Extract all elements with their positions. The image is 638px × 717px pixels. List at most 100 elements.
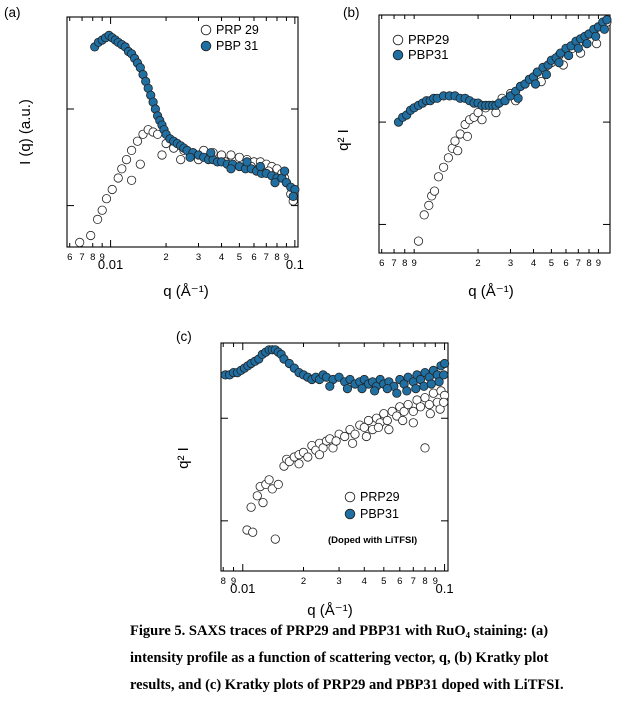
data-point-open — [439, 397, 449, 407]
legend-label: PBP31 — [408, 47, 448, 62]
data-point-open — [398, 415, 408, 426]
data-point-open — [399, 406, 409, 416]
data-point-filled — [279, 166, 290, 176]
x-tick-label: 8 — [586, 258, 591, 269]
x-tick-label: 2 — [163, 252, 168, 263]
x-tick-label: 8 — [221, 576, 226, 587]
data-point-open — [450, 136, 460, 146]
data-point-open — [453, 146, 463, 156]
y-axis-label: q² I — [335, 129, 352, 151]
data-point-filled — [325, 381, 335, 391]
data-point-open — [258, 497, 268, 508]
x-tick-label: 6 — [379, 258, 384, 269]
data-point-open — [113, 173, 123, 183]
data-point-open — [350, 429, 360, 439]
caption-line-2: intensity profile as a function of scatt… — [130, 650, 549, 666]
data-point-open — [294, 459, 304, 469]
x-tick-label: 8 — [422, 576, 427, 587]
data-point-open — [373, 422, 383, 432]
data-point-open — [363, 415, 374, 426]
data-point-open — [359, 422, 369, 432]
plot-frame — [66, 16, 299, 248]
data-point-open — [438, 162, 449, 172]
data-point-open — [340, 431, 350, 442]
x-tick-label: 9 — [596, 258, 601, 269]
x-tick-label: 8 — [402, 258, 407, 269]
legend-label: PBP31 — [360, 507, 399, 521]
data-point-open — [424, 200, 434, 210]
x-tick-label: 6 — [563, 258, 568, 269]
x-tick-label: 6 — [397, 576, 402, 587]
data-point-open — [157, 150, 167, 160]
data-point-open — [117, 164, 127, 174]
data-point-open — [403, 399, 413, 410]
x-tick-label: 3 — [336, 576, 341, 587]
data-point-filled — [411, 383, 421, 394]
legend-label: PBP 31 — [216, 39, 258, 53]
data-point-filled — [426, 379, 436, 389]
x-tick-label: 4 — [219, 252, 224, 263]
data-point-open — [384, 424, 394, 435]
x-tick-label: 8 — [90, 252, 95, 263]
x-tick-label: 3 — [196, 252, 201, 263]
x-tick-label: 7 — [576, 258, 581, 269]
data-point-filled — [270, 178, 280, 188]
data-point-filled — [439, 370, 449, 380]
data-point-filled — [382, 383, 392, 394]
data-point-filled — [602, 15, 612, 25]
data-point-filled — [357, 383, 367, 394]
x-tick-label: 9 — [284, 252, 289, 263]
data-point-open — [382, 415, 392, 426]
data-point-open — [415, 402, 426, 412]
legend-marker — [344, 491, 356, 503]
data-point-open — [419, 210, 429, 220]
data-point-filled — [288, 191, 298, 201]
data-point-open — [75, 237, 85, 247]
y-axis-label: q² I — [175, 447, 192, 469]
x-tick-label: 0.1 — [436, 581, 454, 596]
x-tick-label: 0.1 — [286, 257, 304, 272]
legend-marker — [200, 24, 212, 36]
x-tick-label: 2 — [301, 576, 306, 587]
data-point-open — [248, 527, 258, 537]
data-point-open — [270, 534, 280, 544]
x-tick-label: 6 — [67, 252, 72, 263]
data-point-open — [101, 194, 112, 204]
panel-label: (b) — [343, 5, 360, 20]
data-point-open — [420, 443, 430, 453]
data-point-open — [429, 186, 440, 196]
data-point-open — [86, 230, 96, 241]
x-axis-label: q (Å⁻¹) — [163, 283, 208, 300]
legend-marker — [392, 49, 404, 61]
data-point-open — [93, 214, 103, 224]
x-tick-label: 7 — [411, 576, 416, 587]
data-point-open — [246, 502, 256, 512]
panel-label: (c) — [176, 329, 192, 344]
x-tick-label: 7 — [264, 252, 269, 263]
x-tick-label: 7 — [391, 258, 396, 269]
data-point-filled — [255, 161, 265, 172]
data-point-filled — [369, 386, 380, 396]
legend-marker — [344, 508, 356, 520]
panel-label: (a) — [4, 5, 21, 20]
data-point-filled — [541, 69, 552, 80]
data-point-filled — [392, 388, 402, 398]
data-point-open — [234, 152, 244, 162]
data-point-open — [347, 438, 358, 448]
data-point-open — [408, 418, 418, 428]
plot-frame — [378, 14, 611, 254]
data-point-filled — [206, 148, 216, 158]
data-point-filled — [242, 157, 252, 167]
x-tick-label: 4 — [362, 576, 367, 587]
plot-frame — [220, 342, 449, 572]
data-point-filled — [434, 377, 444, 387]
data-point-filled — [342, 383, 352, 394]
x-tick-label: 3 — [508, 258, 513, 269]
caption-line-1: Figure 5. SAXS traces of PRP29 and PBP31… — [130, 623, 549, 639]
x-tick-label: 9 — [100, 252, 105, 263]
legend-label: PRP 29 — [216, 23, 259, 37]
x-tick-label: 6 — [251, 252, 256, 263]
data-point-filled — [573, 43, 583, 53]
x-tick-label: 5 — [237, 252, 242, 263]
